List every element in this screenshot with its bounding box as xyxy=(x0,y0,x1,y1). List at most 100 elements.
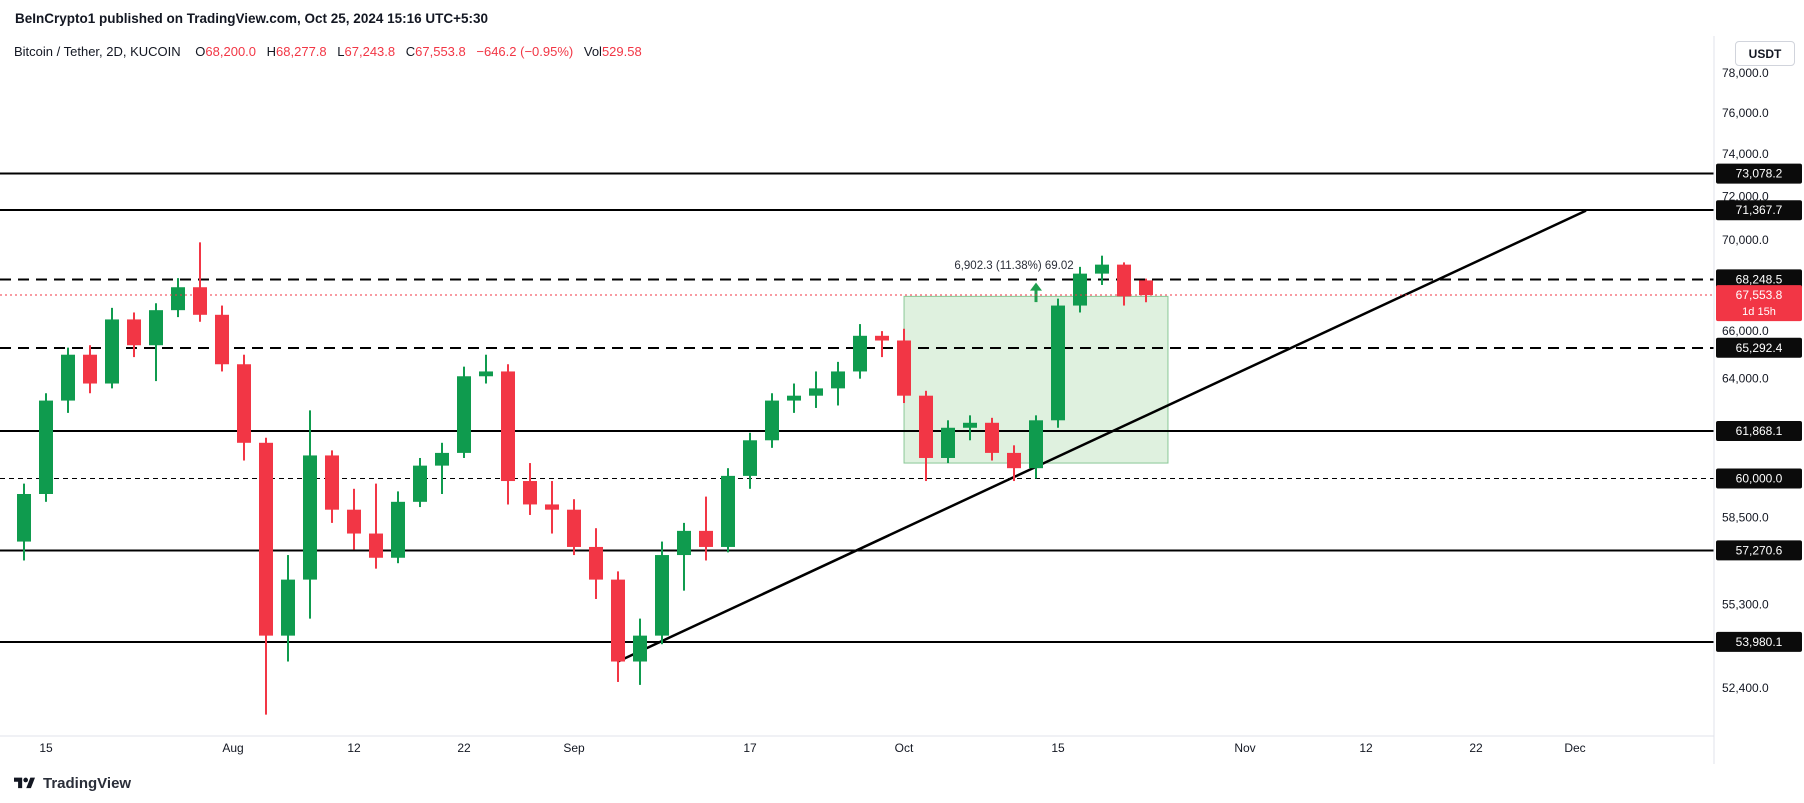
chart-area[interactable]: Bitcoin / Tether, 2D, KUCOIN O68,200.0 H… xyxy=(0,36,1804,764)
price-level-badge-text: 71,367.7 xyxy=(1736,203,1783,217)
legend-low-value: 67,243.8 xyxy=(344,44,396,59)
legend-symbol[interactable]: Bitcoin / Tether, 2D, KUCOIN xyxy=(14,44,181,59)
candle-body xyxy=(655,555,669,636)
tradingview-wordmark[interactable]: TradingView xyxy=(43,775,132,792)
candle-body xyxy=(259,442,273,636)
candle-body xyxy=(215,314,229,365)
time-axis-label: 12 xyxy=(1359,741,1373,755)
candle-body xyxy=(413,465,427,502)
legend-open-value: 68,200.0 xyxy=(205,44,257,59)
current-price-badge xyxy=(1716,285,1802,322)
price-axis-label: 55,300.0 xyxy=(1722,598,1769,612)
tradingview-logo-icon[interactable] xyxy=(14,775,35,792)
candle-body xyxy=(325,455,339,510)
candle-body xyxy=(127,319,141,346)
bar-countdown-text: 1d 15h xyxy=(1742,306,1776,318)
candle-body xyxy=(1051,305,1065,421)
candle-body xyxy=(193,287,207,315)
candle-body xyxy=(589,546,603,580)
candle-body xyxy=(919,395,933,458)
legend-vol-label: Vol xyxy=(583,44,602,59)
price-axis-label: 70,000.0 xyxy=(1722,233,1769,247)
time-axis-label: 22 xyxy=(1469,741,1483,755)
price-level-badge-text: 73,078.2 xyxy=(1736,167,1783,181)
candle-body xyxy=(1139,280,1153,296)
legend-vol-value: 529.58 xyxy=(601,44,642,59)
candle-body xyxy=(985,422,999,453)
legend-high-label: H xyxy=(266,44,277,59)
price-level-badge xyxy=(1716,631,1802,652)
candle-body xyxy=(743,440,757,476)
measure-arrow-head[interactable] xyxy=(1030,282,1042,291)
candle-body xyxy=(523,481,537,505)
candle-body xyxy=(633,635,647,662)
time-axis-label: 15 xyxy=(1051,741,1065,755)
measure-annotation: 6,902.3 (11.38%) 69.02 xyxy=(954,260,1073,272)
current-price-badge-text: 67,553.8 xyxy=(1736,288,1783,302)
price-axis-label: 58,500.0 xyxy=(1722,511,1769,525)
candle-body xyxy=(105,319,119,384)
candle-body xyxy=(941,427,955,458)
candle-body xyxy=(347,509,361,534)
time-axis-label: 22 xyxy=(457,741,471,755)
price-axis-label: 72,000.0 xyxy=(1722,190,1769,204)
candle-body xyxy=(699,530,713,547)
candle-body xyxy=(237,364,251,443)
price-level-badge-text: 61,868.1 xyxy=(1736,424,1783,438)
candle-body xyxy=(39,400,53,494)
candle-body xyxy=(303,455,317,580)
symbol-legend[interactable]: Bitcoin / Tether, 2D, KUCOIN O68,200.0 H… xyxy=(14,44,642,59)
candle-body xyxy=(1007,452,1021,469)
price-axis-label: 52,400.0 xyxy=(1722,681,1769,695)
price-axis[interactable]: 78,000.0 76,000.0 74,000.0 72,000.0 70,000.0… xyxy=(1716,66,1802,695)
candle-body xyxy=(567,509,581,547)
candle-body xyxy=(545,504,559,510)
time-axis-label: Oct xyxy=(895,741,914,755)
price-level-badge xyxy=(1716,468,1802,489)
candle-body xyxy=(963,422,977,428)
footer: TradingView xyxy=(0,764,1804,803)
legend-open-label: O xyxy=(195,44,206,59)
time-axis-label: Sep xyxy=(563,741,585,755)
time-axis-label: Nov xyxy=(1234,741,1255,755)
legend-high-value: 68,277.8 xyxy=(276,44,327,59)
ascending-trendline[interactable] xyxy=(617,209,1587,663)
candle-body xyxy=(897,340,911,396)
price-chart-canvas[interactable]: 6,902.3 (11.38%) 69.02 78,000.0 76,000.0 74… xyxy=(0,36,1804,764)
price-level-badge xyxy=(1716,269,1802,290)
candle-body xyxy=(875,335,889,341)
candle-body xyxy=(149,310,163,346)
candle-body xyxy=(479,371,493,377)
price-level-badge xyxy=(1716,200,1802,221)
time-axis-label: Aug xyxy=(222,741,243,755)
candle-body xyxy=(435,452,449,466)
candle-body xyxy=(457,376,471,453)
candle-body xyxy=(281,579,295,636)
price-level-badge-text: 60,000.0 xyxy=(1736,471,1783,485)
candle-body xyxy=(369,533,383,558)
legend-low-label: L xyxy=(337,44,345,59)
price-level-badge-text: 68,248.5 xyxy=(1736,272,1783,286)
price-level-badge-text: 65,292.4 xyxy=(1736,341,1783,355)
candles-layer xyxy=(17,242,1153,715)
legend-close-label: C xyxy=(405,44,416,59)
legend-close-value: 67,553.8 xyxy=(415,44,466,59)
price-level-badge-text: 53,980.1 xyxy=(1736,635,1783,649)
candle-body xyxy=(853,335,867,372)
price-axis-label: 76,000.0 xyxy=(1722,106,1769,120)
candle-body xyxy=(61,354,75,401)
time-axis[interactable]: 15 Aug 12 22 Sep 17 Oct 15 Nov 12 22 Dec xyxy=(39,741,1585,755)
candle-body xyxy=(721,475,735,547)
currency-unit-toggle[interactable]: USDT xyxy=(1735,41,1795,66)
candle-body xyxy=(171,287,185,311)
price-level-badge xyxy=(1716,540,1802,561)
candle-body xyxy=(1073,273,1087,306)
legend-change: −646.2 (−0.95%) xyxy=(476,44,574,59)
candle-body xyxy=(787,395,801,401)
publish-header: BeInCrypto1 published on TradingView.com… xyxy=(0,0,1804,36)
price-level-badge xyxy=(1716,163,1802,184)
candle-body xyxy=(1095,264,1109,274)
price-level-badge xyxy=(1716,421,1802,442)
price-axis-label: 64,000.0 xyxy=(1722,372,1769,386)
price-axis-label: 66,000.0 xyxy=(1722,324,1769,338)
